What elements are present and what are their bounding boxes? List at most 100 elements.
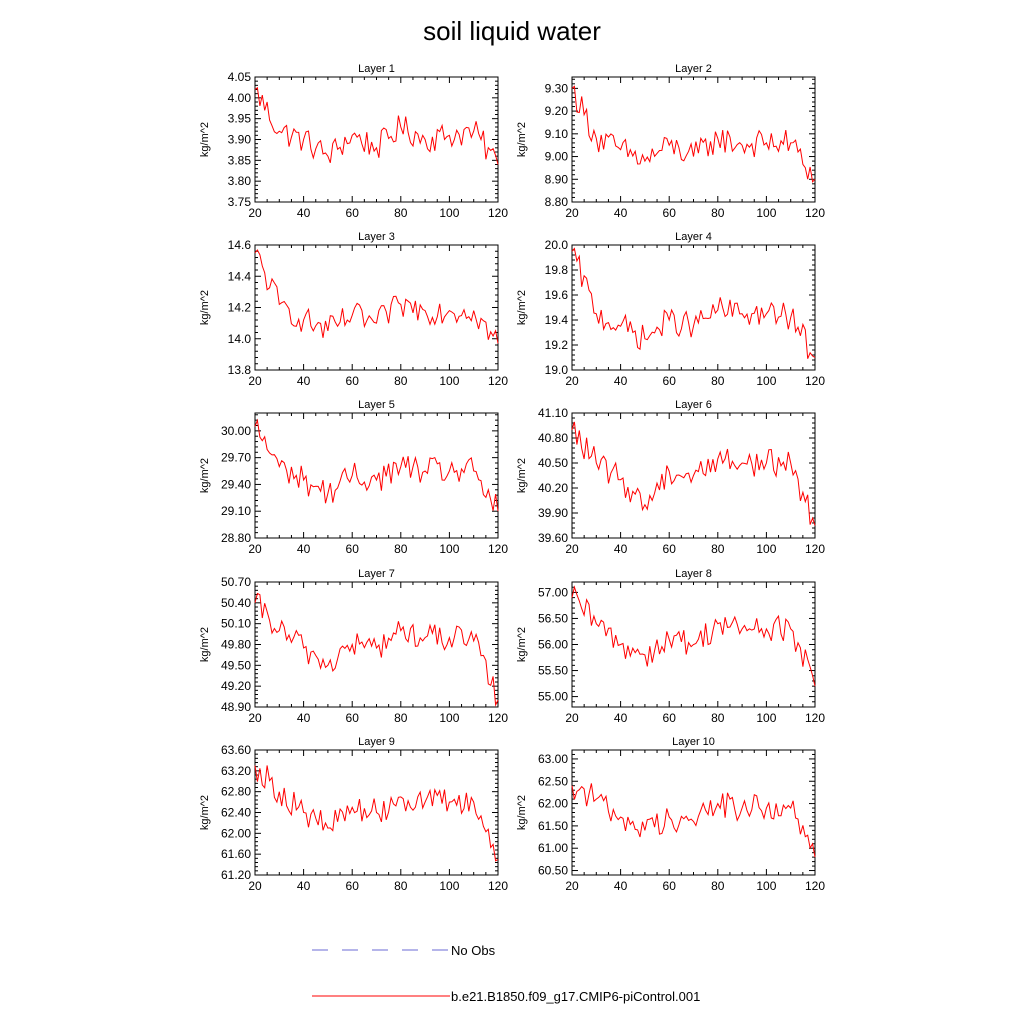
series-line: [254, 86, 499, 165]
y-tick-label: 19.4: [545, 313, 569, 327]
x-tick-label: 60: [663, 879, 677, 893]
x-tick-label: 20: [565, 711, 579, 725]
x-tick-label: 60: [346, 711, 360, 725]
y-tick-label: 50.10: [221, 617, 251, 631]
x-tick-label: 120: [488, 879, 508, 893]
x-tick-label: 20: [248, 206, 262, 220]
x-tick-label: 80: [711, 206, 725, 220]
x-tick-label: 40: [297, 711, 311, 725]
y-tick-label: 8.90: [545, 172, 569, 186]
x-tick-label: 120: [805, 879, 825, 893]
x-tick-label: 60: [346, 542, 360, 556]
panel-layer-10: Layer 10 kg/m^2 20 40 60 80 100 120 60.50 61.00 61…: [516, 736, 825, 893]
x-tick-label: 80: [394, 711, 408, 725]
panel-title: Layer 6: [675, 399, 712, 411]
x-tick-label: 40: [614, 879, 628, 893]
y-tick-label: 61.20: [221, 868, 251, 882]
y-tick-label: 39.90: [538, 506, 568, 520]
panel-title: Layer 10: [672, 736, 715, 748]
x-tick-label: 80: [394, 879, 408, 893]
plot-frame: [571, 76, 816, 203]
legend-model-label: b.e21.B1850.f09_g17.CMIP6-piControl.001: [451, 989, 700, 1004]
y-tick-label: 14.2: [228, 301, 252, 315]
y-tick-label: 14.0: [228, 332, 252, 346]
x-tick-label: 40: [297, 374, 311, 388]
plot-frame: [571, 244, 816, 371]
panel-title: Layer 2: [675, 63, 712, 75]
y-tick-label: 3.75: [228, 195, 252, 209]
series-line: [254, 249, 499, 344]
x-tick-label: 40: [614, 542, 628, 556]
y-tick-label: 62.50: [538, 774, 568, 788]
panel-title: Layer 4: [675, 231, 712, 243]
y-tick-label: 19.0: [545, 363, 569, 377]
y-tick-label: 3.90: [228, 133, 252, 147]
panel-title: Layer 1: [358, 63, 395, 75]
y-axis-label: kg/m^2: [516, 458, 528, 493]
y-tick-label: 61.60: [221, 847, 251, 861]
y-axis-label: kg/m^2: [199, 122, 211, 157]
y-tick-label: 62.00: [221, 826, 251, 840]
panel-layer-1: Layer 1 kg/m^2 20 40 60 80 100 120 3.75 3.80 3.85 3…: [199, 63, 508, 220]
plot-frame: [254, 76, 499, 203]
y-tick-label: 3.85: [228, 153, 252, 167]
y-axis-label: kg/m^2: [199, 290, 211, 325]
plot-frame: [254, 244, 499, 371]
y-tick-label: 63.60: [221, 743, 251, 757]
x-tick-label: 100: [756, 206, 776, 220]
y-tick-label: 49.20: [221, 679, 251, 693]
y-tick-label: 39.60: [538, 531, 568, 545]
y-tick-label: 29.10: [221, 504, 251, 518]
y-axis-label: kg/m^2: [199, 795, 211, 830]
x-tick-label: 80: [394, 206, 408, 220]
y-tick-label: 57.00: [538, 585, 568, 599]
y-axis-label: kg/m^2: [199, 458, 211, 493]
panel-title: Layer 8: [675, 568, 712, 580]
y-tick-label: 28.80: [221, 531, 251, 545]
series-line: [571, 421, 816, 526]
y-tick-label: 14.4: [228, 269, 252, 283]
x-tick-label: 120: [488, 206, 508, 220]
x-tick-label: 100: [439, 542, 459, 556]
x-tick-label: 40: [614, 374, 628, 388]
x-tick-label: 80: [394, 542, 408, 556]
x-tick-label: 60: [346, 374, 360, 388]
y-tick-label: 40.50: [538, 456, 568, 470]
y-axis-label: kg/m^2: [199, 627, 211, 662]
x-tick-label: 20: [565, 879, 579, 893]
y-tick-label: 40.20: [538, 481, 568, 495]
y-tick-label: 4.05: [228, 70, 252, 84]
x-tick-label: 60: [663, 374, 677, 388]
x-tick-label: 20: [565, 542, 579, 556]
series-line: [571, 585, 816, 687]
y-tick-label: 14.6: [228, 238, 252, 252]
x-tick-label: 20: [565, 374, 579, 388]
x-tick-label: 20: [248, 711, 262, 725]
y-tick-label: 50.40: [221, 596, 251, 610]
x-tick-label: 120: [488, 711, 508, 725]
y-tick-label: 63.00: [538, 752, 568, 766]
y-tick-label: 9.10: [545, 127, 569, 141]
x-tick-label: 100: [439, 374, 459, 388]
x-tick-label: 40: [297, 879, 311, 893]
y-tick-label: 62.40: [221, 806, 251, 820]
panel-title: Layer 7: [358, 568, 395, 580]
x-tick-label: 80: [711, 879, 725, 893]
y-tick-label: 4.00: [228, 91, 252, 105]
x-tick-label: 80: [711, 374, 725, 388]
x-tick-label: 120: [805, 374, 825, 388]
y-tick-label: 55.00: [538, 690, 568, 704]
panel-title: Layer 5: [358, 399, 395, 411]
panel-layer-2: Layer 2 kg/m^2 20 40 60 80 100 120 8.80 8.90 9.00 9…: [516, 63, 825, 220]
y-tick-label: 50.70: [221, 575, 251, 589]
plot-frame: [254, 412, 499, 539]
legend-obs-label: No Obs: [451, 943, 496, 958]
y-tick-label: 40.80: [538, 431, 568, 445]
y-axis-label: kg/m^2: [516, 795, 528, 830]
x-tick-label: 60: [663, 711, 677, 725]
series-line: [254, 592, 499, 707]
y-tick-label: 55.50: [538, 664, 568, 678]
y-tick-label: 56.00: [538, 638, 568, 652]
x-tick-label: 100: [756, 374, 776, 388]
